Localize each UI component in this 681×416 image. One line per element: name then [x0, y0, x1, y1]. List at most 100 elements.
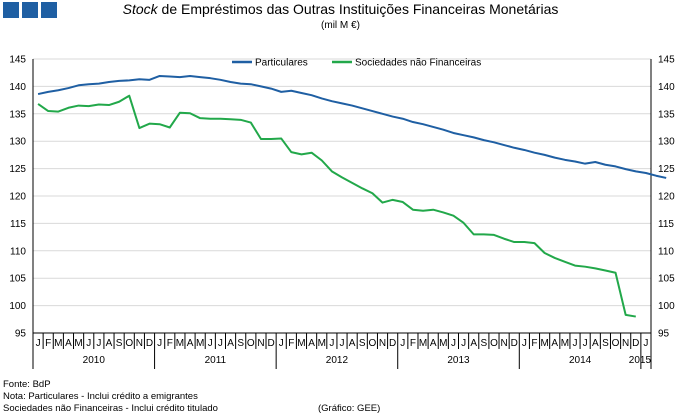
- legend-label-sociedades: Sociedades não Financeiras: [355, 58, 481, 69]
- data-point-sociedades: [432, 209, 434, 211]
- data-point-sociedades: [118, 101, 120, 103]
- x-month-label: J: [522, 338, 527, 349]
- data-point-sociedades: [301, 154, 303, 156]
- data-point-particulares: [615, 166, 617, 168]
- data-point-particulares: [564, 159, 566, 161]
- data-point-sociedades: [311, 152, 313, 154]
- data-point-sociedades: [372, 192, 374, 194]
- data-point-sociedades: [250, 122, 252, 124]
- data-point-sociedades: [503, 238, 505, 240]
- data-point-particulares: [493, 142, 495, 144]
- x-month-label: F: [288, 338, 294, 349]
- y-tick-label-left: 115: [10, 219, 26, 230]
- data-point-particulares: [37, 93, 39, 95]
- data-point-sociedades: [483, 234, 485, 236]
- data-point-sociedades: [615, 272, 617, 274]
- data-point-sociedades: [78, 105, 80, 107]
- x-month-label: O: [490, 338, 498, 349]
- data-point-sociedades: [412, 209, 414, 211]
- x-month-label: D: [632, 338, 639, 349]
- x-month-label: A: [65, 338, 72, 349]
- data-point-sociedades: [493, 234, 495, 236]
- data-point-particulares: [260, 86, 262, 88]
- data-point-particulares: [331, 100, 333, 102]
- chart-title-rest: de Empréstimos das Outras Instituições F…: [157, 1, 559, 17]
- x-month-label: S: [116, 338, 123, 349]
- data-point-sociedades: [98, 104, 100, 106]
- x-month-label: M: [318, 338, 326, 349]
- y-tick-label-left: 110: [10, 246, 26, 257]
- x-year-label: 2014: [569, 355, 592, 366]
- x-month-label: M: [54, 338, 62, 349]
- data-point-particulares: [47, 91, 49, 93]
- y-tick-label-left: 125: [9, 164, 26, 175]
- data-point-sociedades: [139, 127, 141, 129]
- chart-title: Stock de Empréstimos das Outras Institui…: [0, 1, 681, 17]
- data-point-sociedades: [321, 160, 323, 162]
- x-month-label: D: [511, 338, 518, 349]
- x-month-label: F: [410, 338, 416, 349]
- data-point-particulares: [280, 91, 282, 93]
- x-month-label: N: [500, 338, 507, 349]
- x-month-label: F: [531, 338, 537, 349]
- data-point-particulares: [98, 83, 100, 85]
- x-year-label: 2015: [629, 355, 652, 366]
- x-month-label: N: [622, 338, 629, 349]
- data-point-sociedades: [574, 265, 576, 267]
- data-point-particulares: [665, 177, 667, 179]
- footnote-sociedades: Sociedades não Financeiras - Inclui créd…: [3, 403, 218, 414]
- data-point-particulares: [108, 81, 110, 83]
- x-month-label: J: [451, 338, 456, 349]
- data-point-particulares: [574, 161, 576, 163]
- data-point-sociedades: [564, 261, 566, 263]
- x-month-label: J: [96, 338, 101, 349]
- y-tick-label-right: 115: [658, 219, 674, 230]
- x-month-label: J: [208, 338, 213, 349]
- data-point-sociedades: [544, 252, 546, 254]
- data-point-sociedades: [443, 212, 445, 214]
- data-point-particulares: [402, 118, 404, 120]
- y-tick-label-left: 140: [9, 82, 26, 93]
- data-point-sociedades: [534, 242, 536, 244]
- x-month-label: A: [187, 338, 194, 349]
- data-point-sociedades: [169, 127, 171, 129]
- x-month-label: J: [329, 338, 334, 349]
- data-point-sociedades: [453, 215, 455, 217]
- data-point-sociedades: [331, 171, 333, 173]
- data-point-particulares: [635, 171, 637, 173]
- x-month-label: M: [196, 338, 204, 349]
- data-point-particulares: [443, 129, 445, 131]
- data-point-sociedades: [635, 316, 637, 318]
- data-point-particulares: [392, 116, 394, 118]
- data-point-sociedades: [58, 111, 60, 113]
- y-tick-label-left: 100: [9, 301, 26, 312]
- data-point-sociedades: [361, 188, 363, 190]
- x-month-label: J: [461, 338, 466, 349]
- y-tick-label-right: 110: [658, 246, 674, 257]
- data-point-sociedades: [270, 138, 272, 140]
- data-point-sociedades: [230, 118, 232, 120]
- x-month-label: A: [308, 338, 315, 349]
- source-note: Fonte: BdP: [3, 379, 51, 390]
- chart-subtitle: (mil M €): [321, 20, 360, 31]
- data-point-particulares: [513, 147, 515, 149]
- data-point-sociedades: [402, 201, 404, 203]
- data-point-particulares: [594, 161, 596, 163]
- chart-credit: (Gráfico: GEE): [318, 403, 381, 414]
- y-tick-label-right: 95: [658, 329, 670, 340]
- data-point-particulares: [463, 134, 465, 136]
- logo-square-3: [41, 2, 57, 18]
- data-point-sociedades: [291, 151, 293, 153]
- data-point-particulares: [199, 76, 201, 78]
- x-month-label: O: [612, 338, 620, 349]
- y-tick-label-right: 100: [658, 301, 675, 312]
- data-point-particulares: [189, 75, 191, 77]
- data-point-particulares: [250, 83, 252, 85]
- data-point-sociedades: [351, 182, 353, 184]
- y-tick-label-left: 105: [9, 274, 26, 285]
- x-month-label: M: [297, 338, 305, 349]
- data-point-particulares: [584, 163, 586, 165]
- x-month-label: J: [340, 338, 345, 349]
- data-point-particulares: [605, 164, 607, 166]
- logo-square-1: [3, 2, 19, 18]
